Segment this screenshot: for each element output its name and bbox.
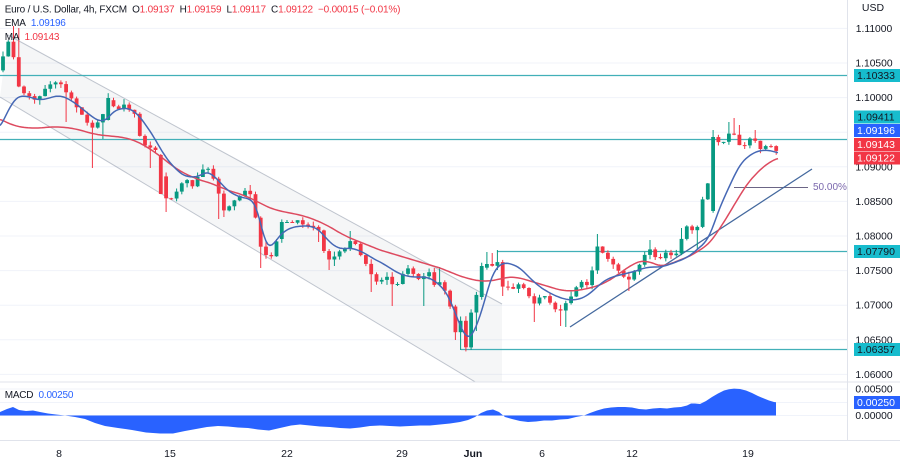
svg-text:1.08500: 1.08500 [855,197,892,208]
svg-text:8: 8 [56,448,62,460]
svg-text:0.00500: 0.00500 [855,385,892,396]
svg-text:MA 1.09143: MA 1.09143 [5,32,60,43]
svg-text:1.06500: 1.06500 [855,335,892,346]
svg-text:1.11000: 1.11000 [856,24,893,35]
svg-text:1.10500: 1.10500 [855,59,892,70]
svg-text:Jun: Jun [464,448,483,460]
svg-text:1.09411: 1.09411 [857,112,894,124]
svg-text:22: 22 [281,448,293,460]
svg-text:0.00250: 0.00250 [857,397,895,409]
svg-text:1.08000: 1.08000 [855,232,892,243]
svg-text:1.09122: 1.09122 [857,153,895,165]
svg-text:29: 29 [396,448,408,460]
svg-text:19: 19 [742,448,754,460]
svg-text:1.07790: 1.07790 [857,246,895,258]
svg-text:1.09143: 1.09143 [857,139,895,151]
svg-text:0.00000: 0.00000 [855,411,892,422]
svg-text:MACD 0.00250: MACD 0.00250 [5,390,74,401]
svg-text:1.10333: 1.10333 [857,70,895,82]
svg-text:12: 12 [626,448,638,460]
svg-text:1.06357: 1.06357 [857,344,895,356]
svg-text:1.09000: 1.09000 [855,162,892,173]
svg-text:15: 15 [164,448,176,460]
svg-text:EMA 1.09196: EMA 1.09196 [5,18,67,29]
svg-text:Euro / U.S. Dollar, 4h, FXCM: Euro / U.S. Dollar, 4h, FXCM O1.09137 H1… [5,5,401,16]
svg-text:1.07500: 1.07500 [855,266,892,277]
svg-text:6: 6 [539,448,545,460]
svg-text:1.09196: 1.09196 [857,125,895,137]
svg-text:USD: USD [862,2,885,14]
svg-text:1.06000: 1.06000 [855,370,892,381]
svg-text:50.00%: 50.00% [813,182,847,193]
svg-text:1.10000: 1.10000 [855,93,892,104]
svg-text:1.07000: 1.07000 [855,301,892,312]
